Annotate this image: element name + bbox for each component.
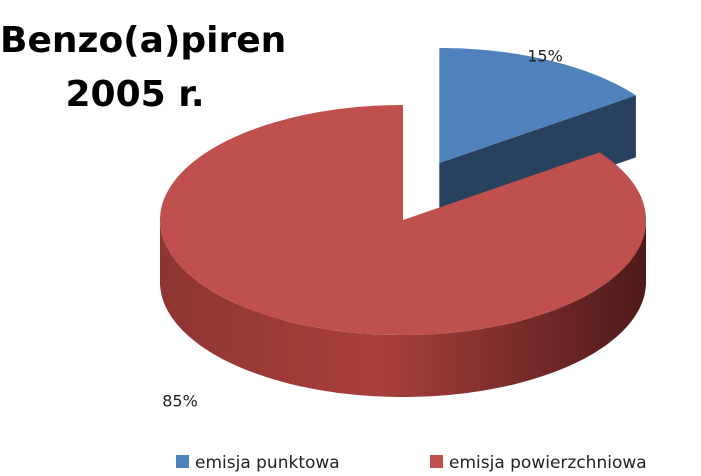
- legend-label: emisja powierzchniowa: [449, 453, 647, 473]
- slice: [160, 105, 646, 335]
- chart-title: Benzo(a)piren 2005 r.: [0, 20, 287, 115]
- legend-label: emisja punktowa: [195, 453, 340, 473]
- legend-swatch: [176, 455, 189, 468]
- legend-swatch: [430, 455, 443, 468]
- data-label: 15%: [527, 47, 563, 66]
- data-label: 85%: [162, 392, 198, 411]
- slice: [439, 48, 636, 163]
- slice-side: [160, 220, 646, 397]
